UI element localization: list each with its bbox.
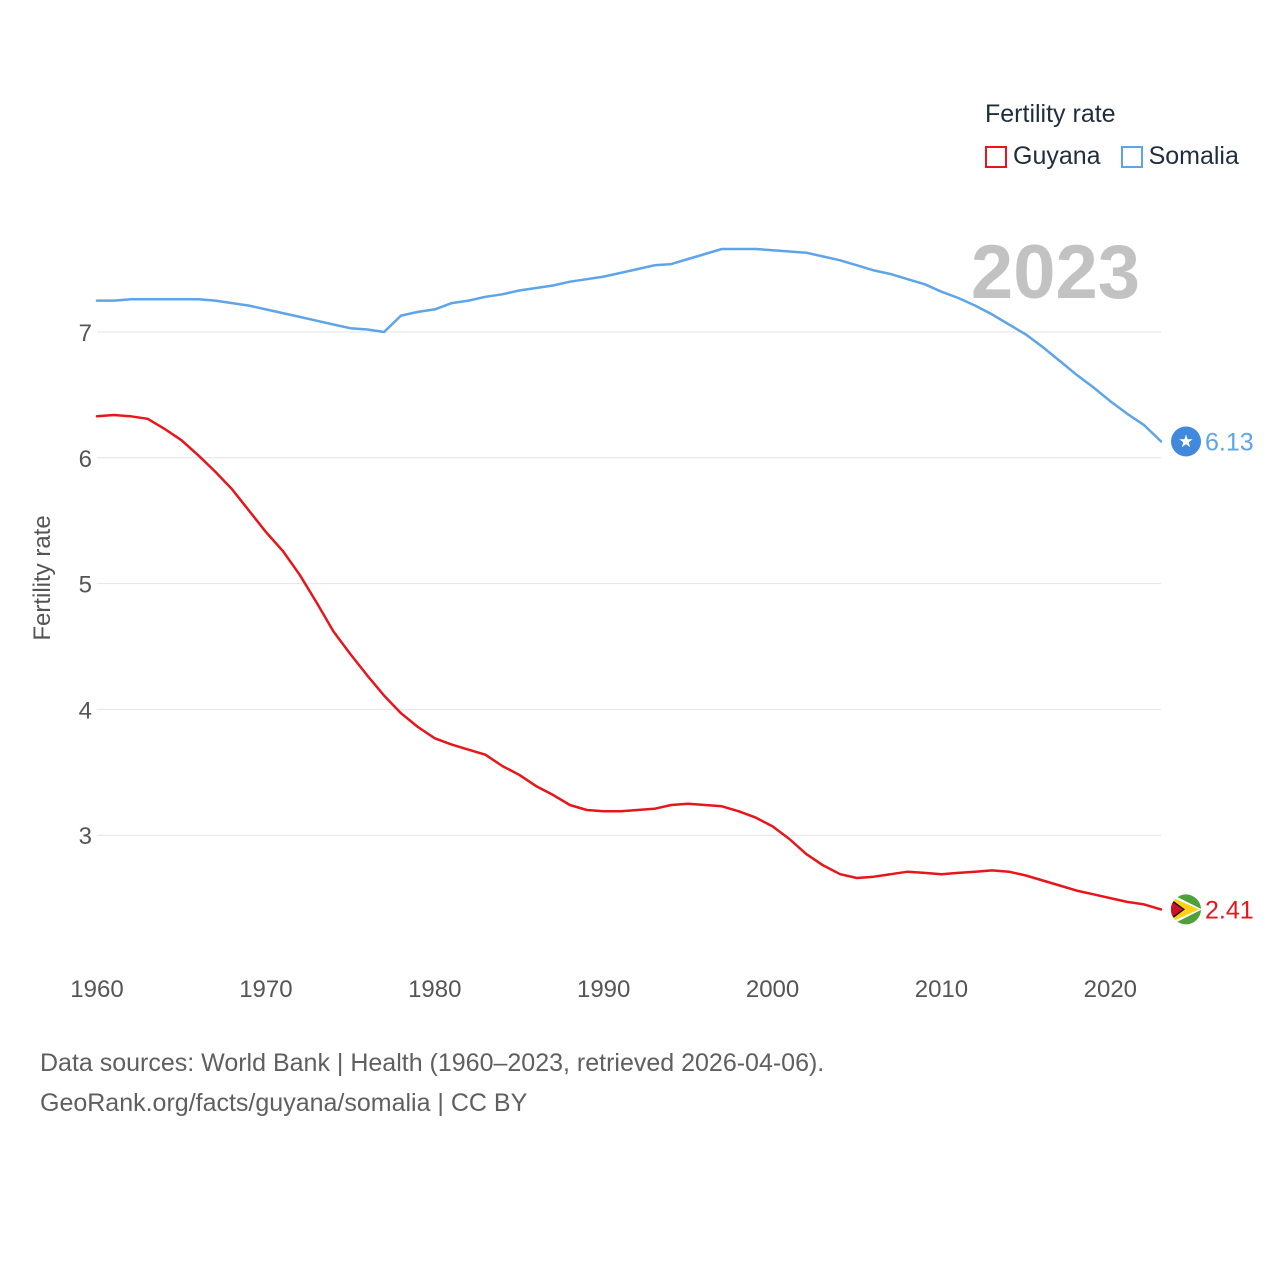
guyana-flag-icon bbox=[1171, 894, 1201, 925]
y-axis-label: Fertility rate bbox=[29, 515, 56, 640]
legend-swatch bbox=[1120, 145, 1143, 168]
legend-label: Guyana bbox=[1013, 142, 1101, 170]
x-tick-label: 1980 bbox=[408, 976, 461, 1003]
legend: Guyana Somalia bbox=[985, 142, 1239, 171]
legend-title: Fertility rate bbox=[985, 100, 1116, 128]
grid-lines bbox=[97, 331, 1161, 836]
x-tick-label: 1990 bbox=[577, 976, 630, 1003]
legend-swatch bbox=[985, 145, 1007, 168]
source-note: Data sources: World Bank | Health (1960–… bbox=[40, 1043, 824, 1123]
legend-item-somalia[interactable]: Somalia bbox=[1120, 142, 1239, 171]
y-tick-label: 7 bbox=[79, 320, 92, 347]
x-tick-label: 1960 bbox=[70, 976, 123, 1003]
somalia-flag-icon bbox=[1171, 426, 1201, 457]
x-axis-ticks: 1960 1970 1980 1990 2000 2010 2020 bbox=[70, 976, 1137, 1003]
x-tick-label: 2000 bbox=[746, 976, 799, 1003]
guyana-end-label: 2.41 bbox=[1205, 896, 1254, 924]
y-tick-label: 4 bbox=[79, 697, 92, 724]
x-tick-label: 2020 bbox=[1084, 976, 1137, 1003]
source-url[interactable]: GeoRank.org/facts/guyana/somalia | CC BY bbox=[40, 1089, 528, 1117]
end-markers: 2.41 6.13 bbox=[1171, 426, 1254, 925]
x-tick-label: 2010 bbox=[915, 976, 968, 1003]
legend-item-guyana[interactable]: Guyana bbox=[985, 142, 1101, 171]
somalia-line bbox=[95, 247, 1163, 443]
series-lines bbox=[95, 247, 1163, 911]
year-watermark: 2023 bbox=[971, 230, 1140, 315]
source-line: Data sources: World Bank | Health (1960–… bbox=[40, 1049, 825, 1077]
x-tick-label: 1970 bbox=[239, 976, 292, 1003]
legend-label: Somalia bbox=[1148, 142, 1239, 170]
y-axis-ticks: 3 4 5 6 7 bbox=[79, 320, 92, 850]
y-tick-label: 3 bbox=[79, 823, 92, 850]
y-tick-label: 5 bbox=[79, 572, 92, 599]
y-tick-label: 6 bbox=[79, 446, 92, 473]
somalia-end-label: 6.13 bbox=[1205, 428, 1254, 456]
guyana-line bbox=[95, 413, 1163, 911]
